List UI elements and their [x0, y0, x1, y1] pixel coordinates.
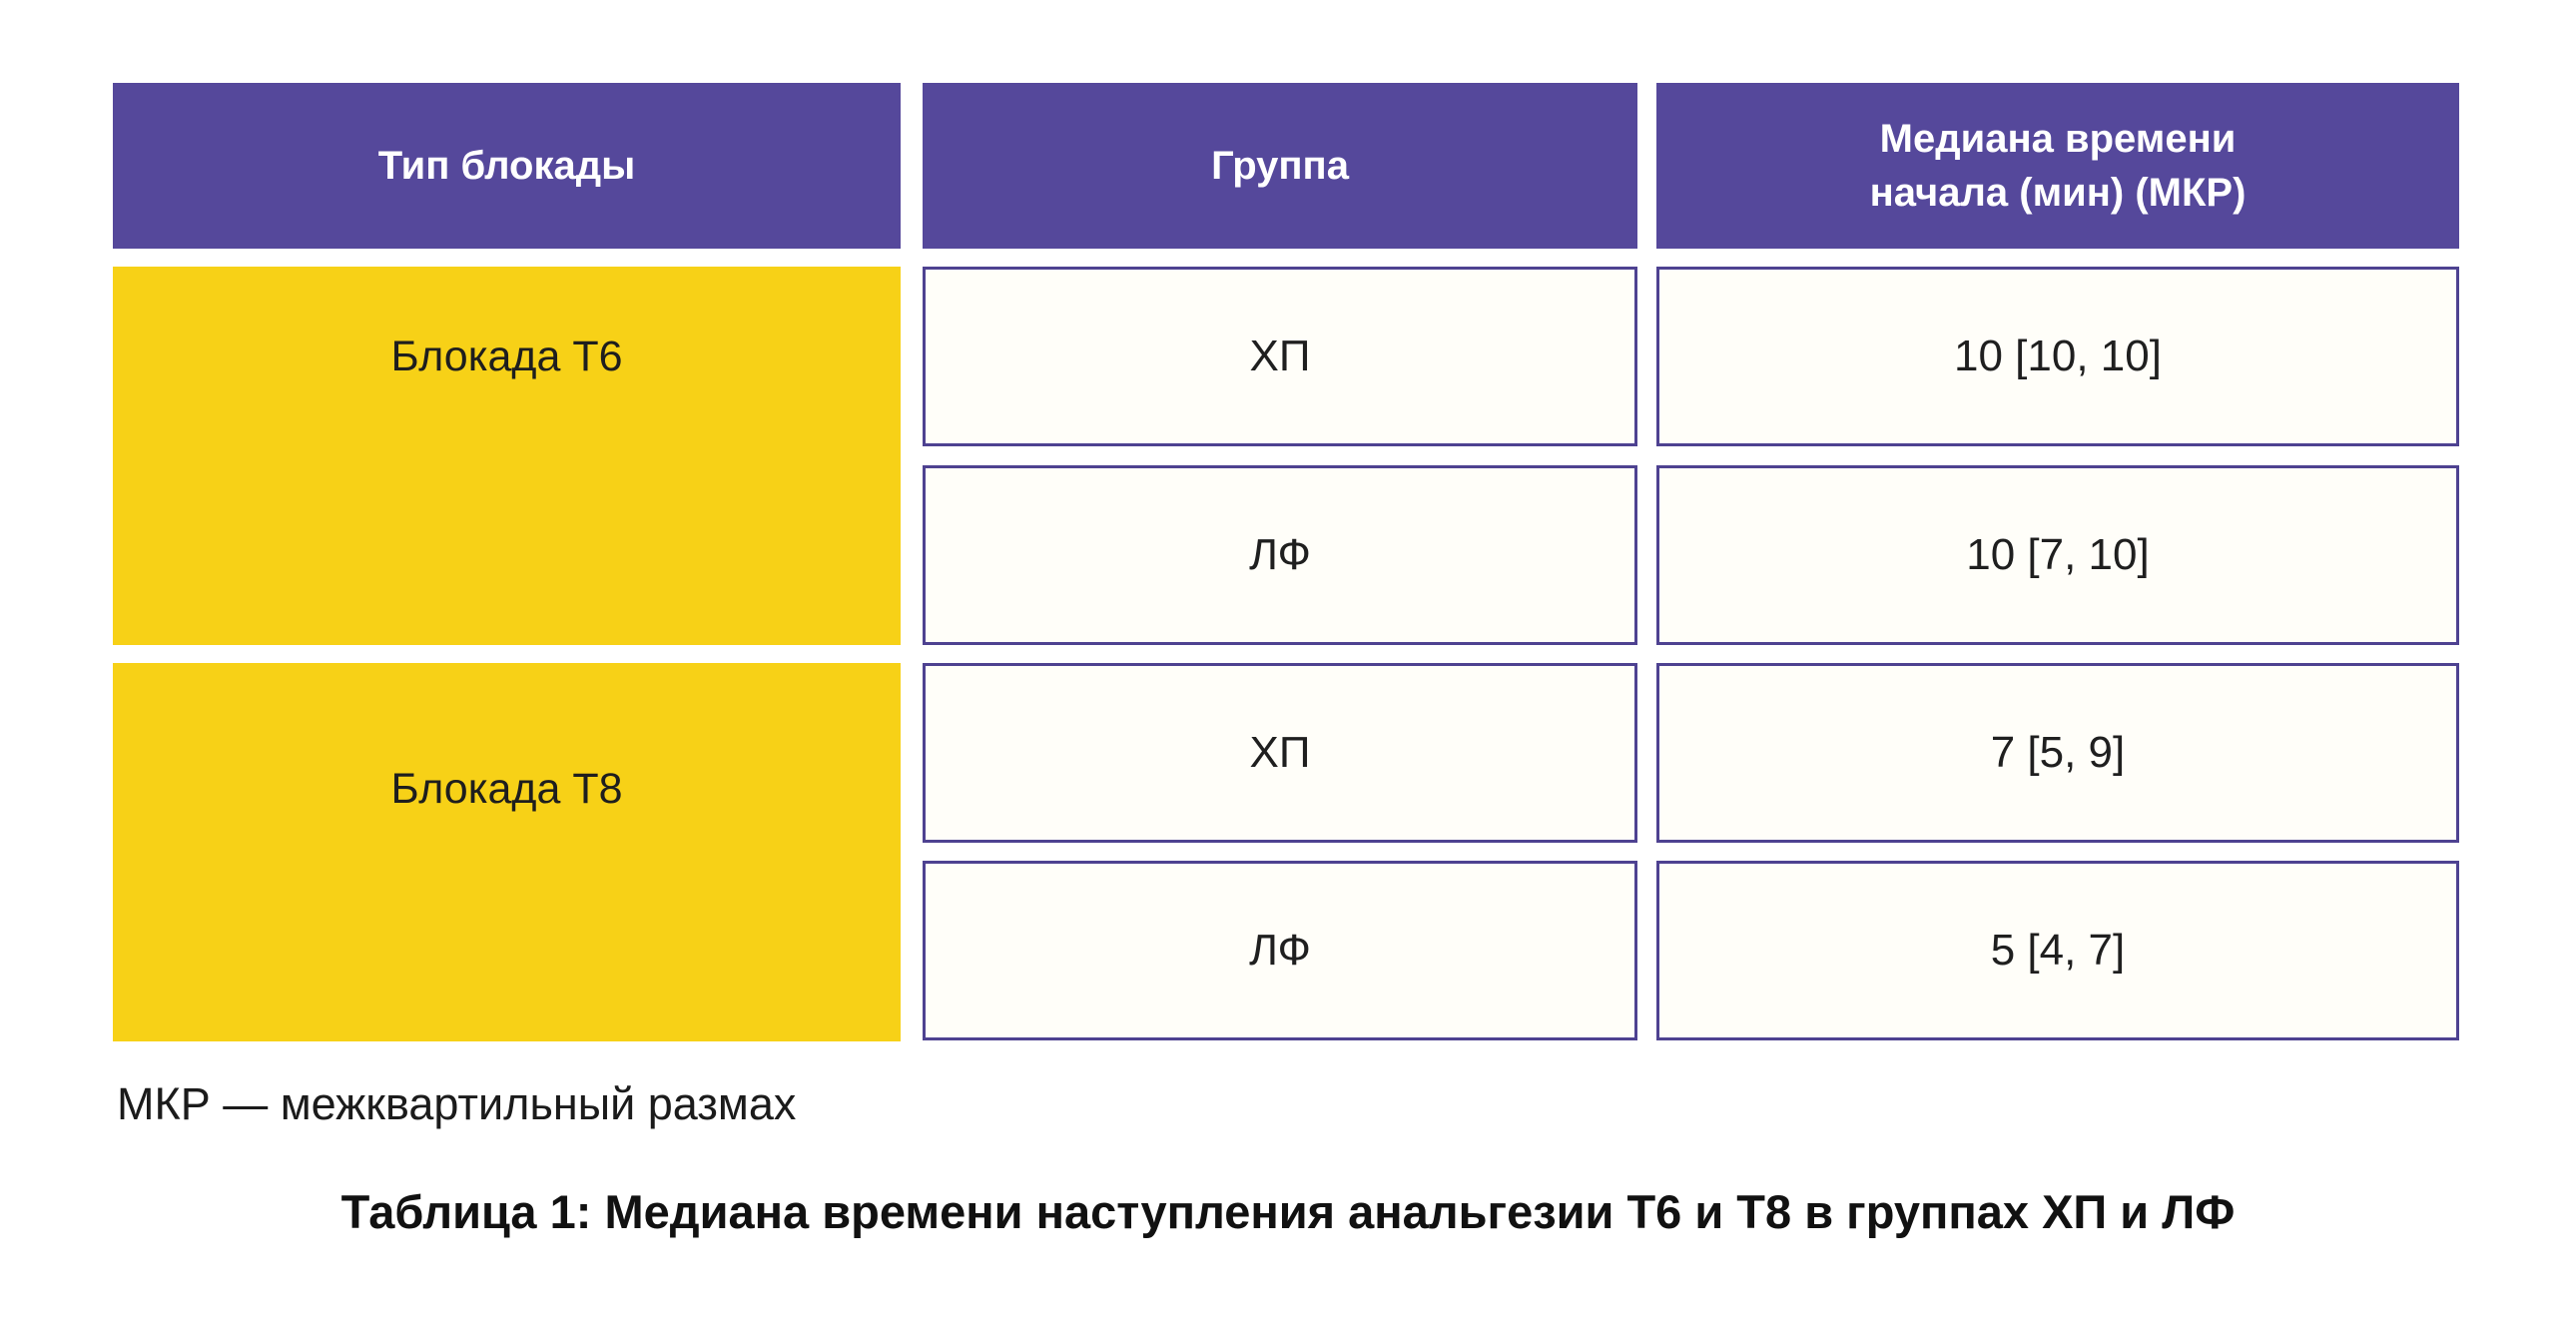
table-caption: Таблица 1: Медиана времени наступления а… — [340, 1185, 2236, 1238]
block-label-t8: Блокада Т8 — [390, 765, 623, 813]
group-cell-t6-lf: ЛФ — [923, 465, 1637, 645]
block-cell-t8: Блокада Т8 — [113, 663, 901, 1041]
header-median-line1: Медиана времени — [1879, 117, 2237, 161]
analgesia-table: Тип блокады Группа Медиана времени начал… — [113, 83, 2459, 1041]
header-cell-group: Группа — [923, 83, 1637, 249]
group-cell-t8-hp: ХП — [923, 663, 1637, 843]
footnote-mkr: МКР — межквартильный размах — [117, 1078, 797, 1129]
value-cell-t6-lf: 10 [7, 10] — [1656, 465, 2459, 645]
header-cell-median-time: Медиана времени начала (мин) (МКР) — [1656, 83, 2459, 249]
group-cell-t6-hp: ХП — [923, 267, 1637, 446]
value-cell-t6-hp: 10 [10, 10] — [1656, 267, 2459, 446]
group-cell-t8-lf: ЛФ — [923, 861, 1637, 1040]
block-cell-t6: Блокада Т6 — [113, 267, 901, 645]
header-median-line2: начала (мин) (МКР) — [1869, 171, 2247, 215]
header-median-text: Медиана времени начала (мин) (МКР) — [1870, 112, 2247, 220]
header-cell-block-type: Тип блокады — [113, 83, 901, 249]
value-cell-t8-lf: 5 [4, 7] — [1656, 861, 2459, 1040]
value-cell-t8-hp: 7 [5, 9] — [1656, 663, 2459, 843]
block-label-t6: Блокада Т6 — [390, 333, 623, 380]
